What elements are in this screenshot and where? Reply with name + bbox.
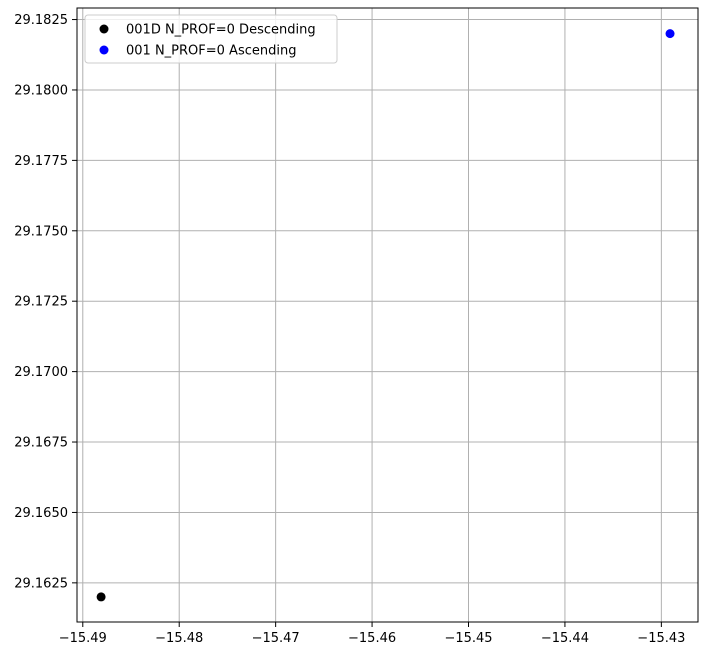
legend-marker bbox=[99, 45, 109, 55]
y-tick-label: 29.1650 bbox=[14, 506, 68, 521]
legend-marker bbox=[99, 24, 109, 34]
x-tick-label: −15.45 bbox=[444, 631, 492, 646]
y-tick-label: 29.1700 bbox=[14, 365, 68, 380]
axis-ticks: −15.49 −15.48 −15.47 −15.46 −15.45 −15.44 −15.… bbox=[14, 13, 685, 646]
data-point bbox=[96, 592, 106, 602]
y-tick-label: 29.1775 bbox=[14, 154, 68, 169]
y-tick-label: 29.1625 bbox=[14, 576, 68, 591]
x-tick-label: −15.44 bbox=[541, 631, 589, 646]
x-tick-label: −15.47 bbox=[252, 631, 300, 646]
y-tick-label: 29.1825 bbox=[14, 13, 68, 28]
data-points bbox=[96, 29, 675, 602]
legend: 001D N_PROF=0 Descending 001 N_PROF=0 Asc… bbox=[84, 14, 338, 64]
y-tick-label: 29.1800 bbox=[14, 83, 68, 98]
legend-label: 001 N_PROF=0 Ascending bbox=[126, 44, 296, 59]
data-point bbox=[665, 29, 675, 39]
y-tick-label: 29.1675 bbox=[14, 436, 68, 451]
y-tick-label: 29.1750 bbox=[14, 224, 68, 239]
x-tick-label: −15.49 bbox=[59, 631, 107, 646]
plot-frame bbox=[76, 7, 699, 623]
x-tick-label: −15.46 bbox=[348, 631, 396, 646]
x-tick-label: −15.48 bbox=[155, 631, 203, 646]
grid-lines bbox=[77, 8, 698, 622]
legend-label: 001D N_PROF=0 Descending bbox=[126, 23, 316, 38]
y-tick-label: 29.1725 bbox=[14, 295, 68, 310]
x-tick-label: −15.43 bbox=[637, 631, 685, 646]
legend-box bbox=[84, 14, 338, 64]
